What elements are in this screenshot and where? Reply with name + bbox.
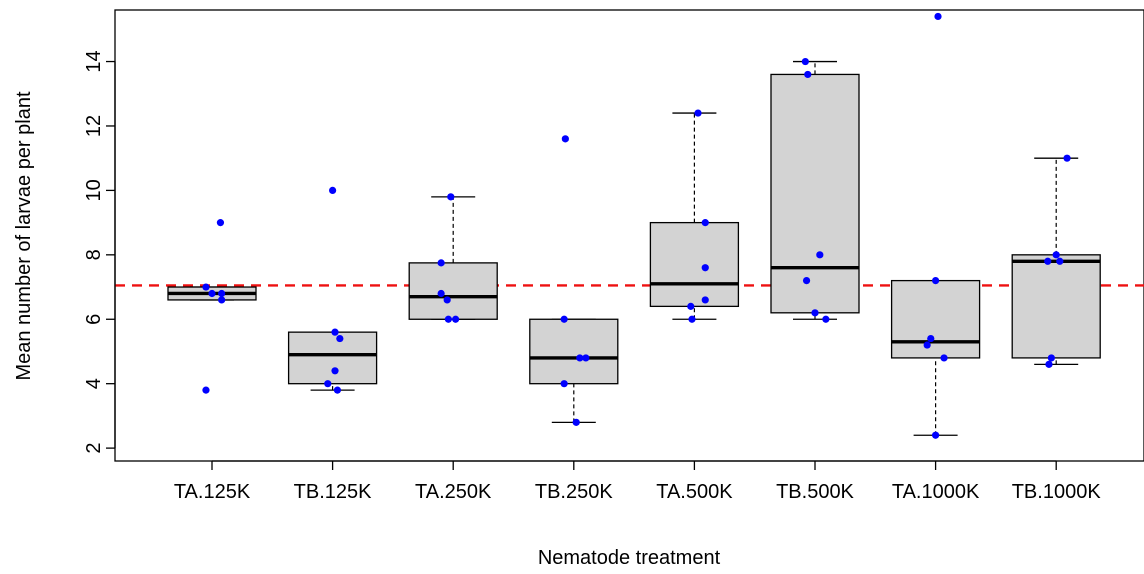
data-point — [940, 354, 948, 362]
data-point — [923, 341, 931, 349]
data-point — [331, 328, 339, 336]
data-point — [1047, 354, 1055, 362]
iqr-box — [770, 73, 860, 314]
point-layer — [202, 12, 1071, 439]
y-tick-label: 8 — [83, 249, 105, 260]
data-point — [324, 380, 332, 388]
data-point — [560, 315, 568, 323]
data-point — [822, 315, 830, 323]
x-axis-title: Nematode treatment — [538, 547, 721, 569]
data-point — [811, 309, 819, 317]
box-TB.1000K — [1011, 157, 1101, 366]
data-point — [572, 418, 580, 426]
plot-frame — [114, 9, 1144, 462]
x-tick-label: TB.250K — [535, 481, 613, 503]
y-tick-label: 14 — [83, 50, 105, 72]
data-point — [934, 12, 942, 21]
data-point — [561, 135, 569, 143]
data-point — [331, 367, 339, 375]
x-tick-label: TA.250K — [415, 481, 492, 503]
y-tick-label: 2 — [83, 443, 105, 454]
data-point — [218, 289, 226, 298]
y-tick-label: 4 — [83, 378, 105, 389]
data-point — [816, 251, 824, 259]
y-axis-title: Mean number of larvae per plant — [13, 91, 35, 380]
data-point — [694, 109, 702, 117]
box-TA.500K — [649, 112, 740, 320]
data-point — [688, 315, 696, 323]
data-point — [336, 334, 344, 343]
data-point — [447, 193, 455, 201]
iqr-box — [649, 221, 740, 308]
data-point — [804, 70, 812, 79]
data-point — [1044, 257, 1052, 265]
iqr-box — [529, 318, 619, 385]
x-tick-label: TA.1000K — [892, 481, 980, 503]
y-tick-label: 12 — [83, 115, 105, 137]
data-point — [218, 296, 226, 304]
data-point — [443, 296, 451, 304]
data-point — [437, 259, 445, 267]
data-point — [701, 264, 709, 272]
data-point — [202, 386, 210, 394]
x-tick-label: TA.125K — [174, 481, 251, 503]
box-TB.125K — [287, 331, 378, 391]
data-point — [444, 315, 452, 323]
x-tick-label: TB.125K — [294, 481, 372, 503]
data-point — [701, 296, 709, 304]
iqr-box — [890, 279, 981, 359]
box-TA.250K — [408, 196, 498, 320]
axis-layer: 2 4 6 8 10 12 14 TA.125K TB.125K TA.250K TB.250K TA… — [83, 50, 1101, 503]
data-point — [202, 283, 210, 291]
data-point — [801, 57, 809, 66]
data-point — [687, 302, 695, 310]
x-tick-label: TB.500K — [776, 481, 854, 503]
data-point — [437, 289, 445, 298]
iqr-box — [408, 262, 498, 320]
data-point — [208, 289, 216, 298]
data-point — [1056, 257, 1064, 265]
data-point — [1052, 251, 1060, 259]
y-tick-label: 10 — [83, 179, 105, 201]
box-TB.500K — [770, 60, 860, 320]
data-point — [452, 315, 460, 323]
data-point — [932, 277, 940, 285]
data-point — [1063, 154, 1071, 162]
data-point — [216, 219, 225, 227]
data-point — [927, 334, 935, 343]
data-point — [333, 386, 342, 394]
data-point — [560, 380, 568, 388]
data-point — [701, 219, 709, 227]
data-point — [582, 354, 590, 362]
box-layer — [167, 60, 1101, 436]
box-TB.250K — [529, 318, 619, 423]
iqr-box — [1011, 254, 1101, 359]
box-TA.1000K — [890, 279, 981, 436]
iqr-box — [287, 331, 378, 385]
y-tick-label: 6 — [83, 314, 105, 325]
x-tick-label: TB.1000K — [1012, 481, 1102, 503]
data-point — [1045, 360, 1053, 368]
data-point — [576, 354, 584, 362]
x-tick-label: TA.500K — [656, 481, 733, 503]
data-point — [932, 431, 940, 439]
data-point — [802, 277, 811, 285]
data-point — [329, 186, 337, 194]
